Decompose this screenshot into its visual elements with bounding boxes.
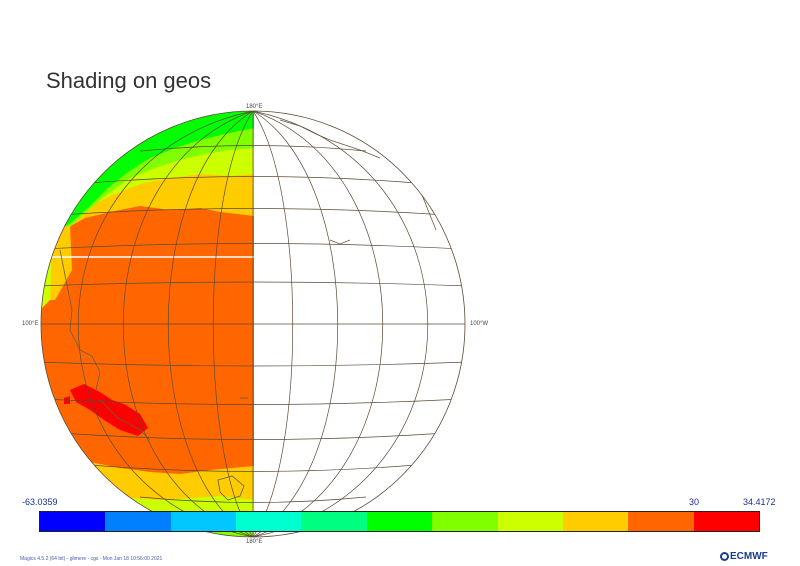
colorbar-cell-6 [432, 512, 498, 531]
colorbar-cell-2 [170, 512, 237, 531]
colorbar-cell-7 [497, 512, 563, 531]
ecmwf-logo: ECMWF [720, 551, 768, 562]
colorbar-cell-8 [562, 512, 629, 531]
map-title: Shading on geos [46, 68, 212, 93]
colorbar-cell-4 [301, 512, 367, 531]
label-top-lon: 180°E [246, 104, 263, 110]
ecmwf-logo-text: ECMWF [730, 551, 768, 562]
colorbar-cell-0 [40, 512, 106, 531]
graticule [41, 111, 465, 537]
colorbar-min-label: -63.0359 [22, 497, 58, 507]
colorbar-cell-10 [693, 512, 759, 531]
colorbar-cell-3 [236, 512, 302, 531]
footer-text: Magics 4.5.2 (64 bit) - glimere - cgs - … [20, 556, 163, 562]
colorbar-cell-9 [628, 512, 694, 531]
colorbar-cell-1 [105, 512, 171, 531]
colorbar [39, 511, 760, 532]
colorbar-cell-5 [366, 512, 433, 531]
colorbar-max-label: 34.4172 [743, 497, 776, 507]
globe-outline [40, 110, 466, 538]
shaded-field [41, 111, 254, 537]
label-bottom-lon: 180°E [246, 539, 263, 545]
ecmwf-logo-icon [720, 552, 729, 561]
label-right-lon: 100°W [470, 321, 489, 327]
label-left-lon: 100°E [22, 321, 39, 327]
colorbar-mid-label: 30 [689, 497, 700, 507]
